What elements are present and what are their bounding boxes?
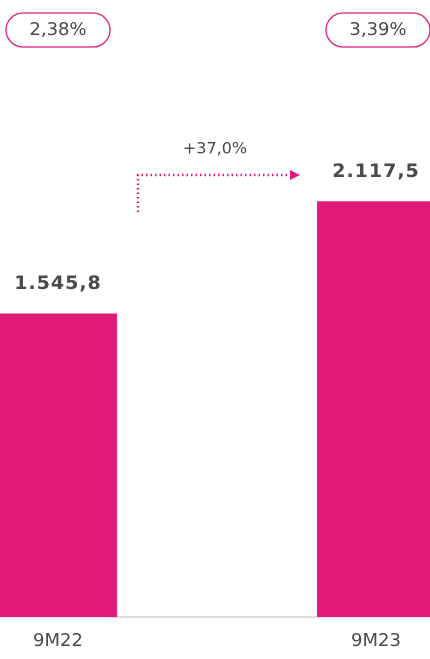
bar: [0, 313, 117, 617]
badge: [5, 12, 111, 48]
value-label: 1.545,8: [14, 272, 102, 294]
badge-text: 2,38%: [29, 19, 86, 40]
badge: [325, 12, 430, 48]
x-tick-label: 9M22: [33, 630, 83, 651]
x-tick-label: 9M23: [351, 630, 401, 651]
badge-text: 3,39%: [349, 19, 406, 40]
value-label: 2.117,5: [332, 160, 420, 182]
change-label: +37,0%: [183, 139, 247, 158]
change-arrow: [136, 170, 300, 212]
bar: [317, 201, 430, 617]
